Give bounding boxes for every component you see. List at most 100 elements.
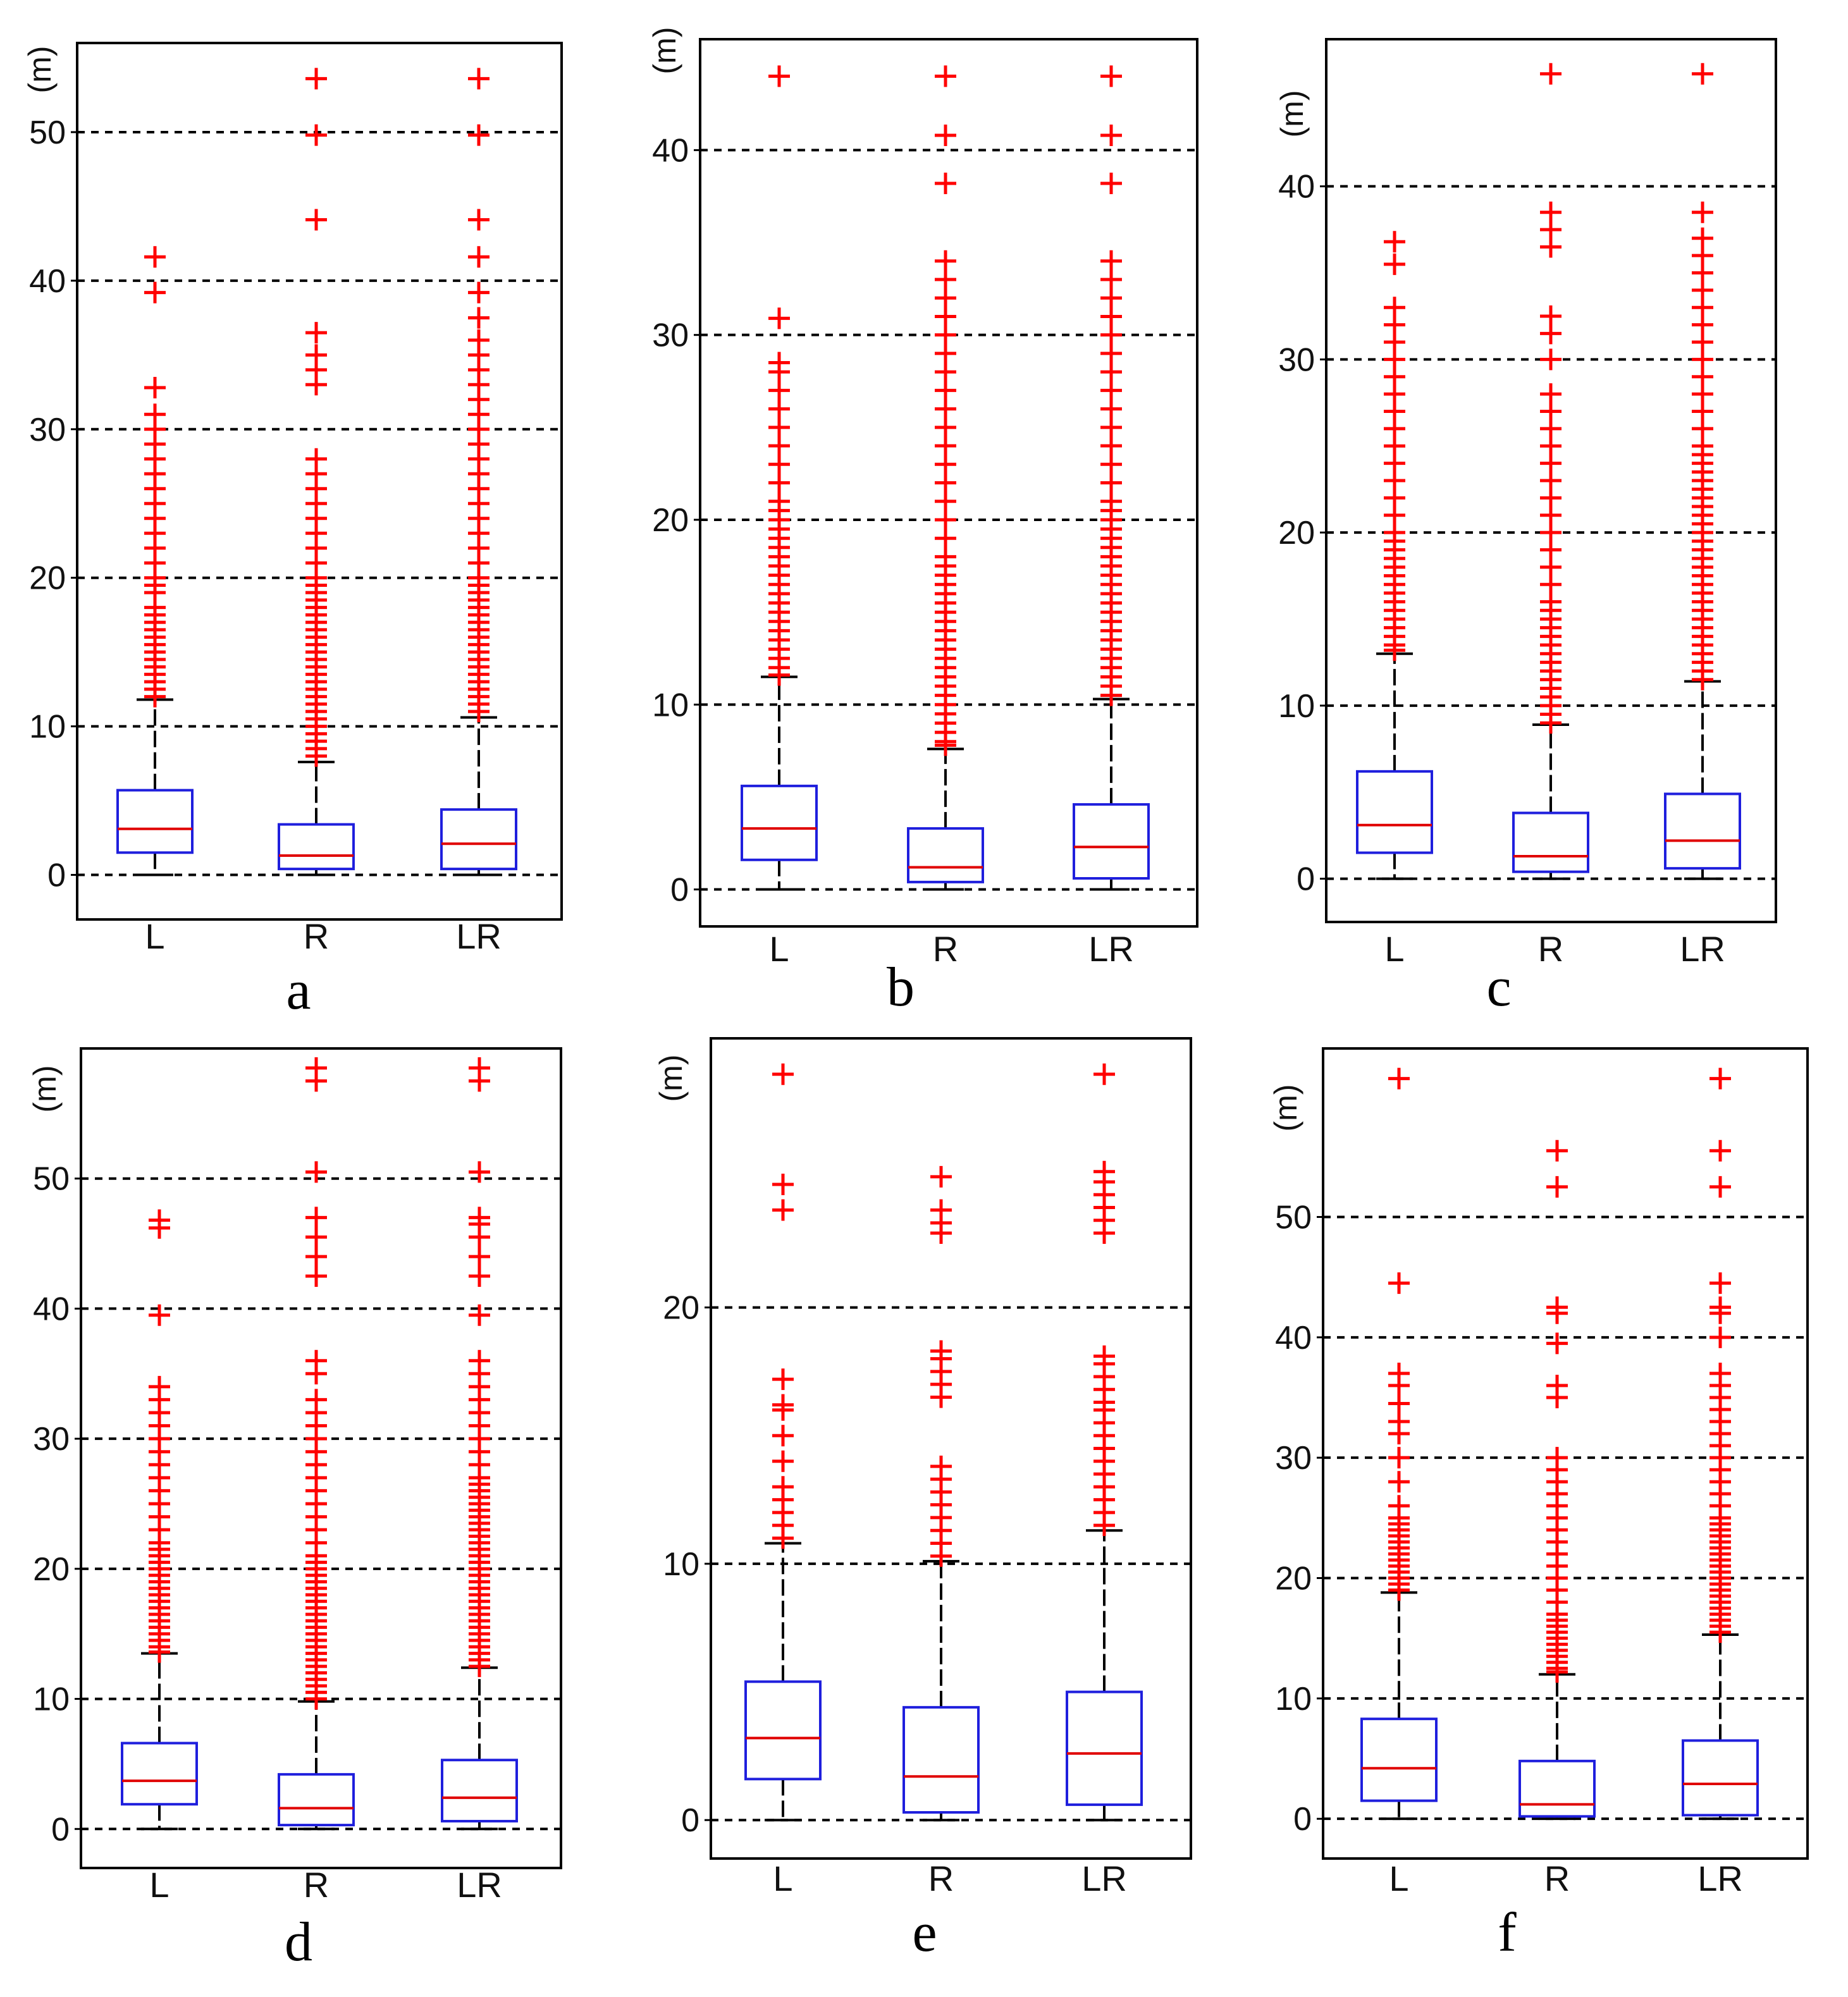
box-LR [441,1057,518,1831]
outlier-point [468,124,490,146]
outlier-point [935,527,956,550]
iqr-box [440,808,517,871]
box-LR [440,68,517,876]
y-tick-label: 20 [33,1551,70,1588]
outlier-point [305,68,327,90]
outlier-point [1709,1140,1731,1162]
box-R [902,1165,980,1822]
outlier-point [772,1425,794,1447]
outlier-point [1709,1326,1731,1348]
outlier-point [1093,1345,1115,1367]
outlier-point [305,1161,327,1183]
outlier-point [1709,1362,1731,1384]
box-L [116,246,194,876]
outlier-point [935,453,956,476]
outlier-point [935,305,956,328]
box-R [278,1057,355,1831]
outlier-point [1388,1471,1410,1493]
box-LR [1073,65,1150,891]
outlier-point [772,1199,794,1221]
outlier-point [768,453,790,476]
outlier-point [1100,305,1122,328]
iqr-box [278,1773,355,1827]
outlier-point [1540,201,1562,223]
outlier-point [305,1389,327,1411]
outlier-point [935,508,956,531]
outlier-point [1100,453,1122,476]
outlier-point [469,1304,490,1326]
iqr-box [741,784,818,861]
y-tick-label: 10 [33,1681,70,1718]
axes-frame [1322,1047,1809,1860]
outlier-point [1546,1296,1568,1318]
y-tick-label: 10 [1275,1681,1312,1717]
outlier-point [1388,1392,1410,1415]
outlier-point [768,379,790,402]
x-tick-label: R [1538,929,1563,969]
outlier-point [1100,268,1122,290]
y-axis-unit-label: (m) [647,27,682,75]
y-axis-unit-label: (m) [1274,90,1310,138]
box-LR [1066,1063,1143,1822]
y-tick-label: 0 [51,1811,70,1848]
y-tick-label: 50 [29,114,66,151]
iqr-box [278,823,355,871]
iqr-box [1518,1759,1596,1818]
outlier-point [935,324,956,346]
y-axis-unit-label: (m) [27,1066,63,1113]
outlier-point [1100,361,1122,383]
y-axis-unit-label: (m) [1268,1085,1303,1132]
x-tick-label: R [1544,1859,1570,1898]
outlier-point [1384,231,1405,253]
y-tick-label: 30 [33,1421,70,1458]
outlier-point [1100,398,1122,420]
outlier-point [935,124,956,146]
y-tick-label: 20 [652,502,689,539]
iqr-box [441,1759,518,1822]
outlier-point [1388,1067,1410,1090]
outlier-point [935,472,956,494]
outlier-point [1546,1176,1568,1198]
axes-frame [710,1037,1192,1860]
outlier-point [772,1476,794,1498]
y-tick-label: 40 [29,263,66,300]
outlier-point [468,68,490,90]
x-tick-label: L [145,916,164,956]
y-tick-label: 30 [1278,341,1315,378]
y-tick-label: 40 [652,132,689,169]
outlier-point [1388,1411,1410,1433]
panel-label: a [286,960,311,1021]
outlier-point [772,1450,794,1472]
outlier-point [1540,383,1562,405]
outlier-point [469,1057,490,1079]
outlier-point [930,1455,952,1477]
outlier-point [1100,490,1122,512]
outlier-point [305,344,327,366]
x-tick-label: R [928,1859,954,1898]
outlier-point [468,281,490,304]
outlier-point [1384,297,1405,319]
y-tick-label: 40 [33,1291,70,1327]
outlier-point [1100,65,1122,87]
outlier-point [768,472,790,494]
y-tick-label: 10 [652,687,689,723]
x-tick-label: R [933,929,958,969]
outlier-point [1692,201,1713,223]
outlier-point [305,1057,327,1079]
outlier-point [305,209,327,231]
outlier-point [468,209,490,231]
x-tick-label: LR [1680,929,1725,969]
y-tick-label: 20 [1275,1561,1312,1597]
x-tick-label: LR [456,916,502,956]
iqr-box [1360,1717,1438,1802]
outlier-point [305,124,327,146]
outlier-point [935,361,956,383]
outlier-point [772,1394,794,1416]
iqr-box [1512,811,1589,873]
outlier-point [469,1207,490,1229]
box-L [1356,231,1433,880]
